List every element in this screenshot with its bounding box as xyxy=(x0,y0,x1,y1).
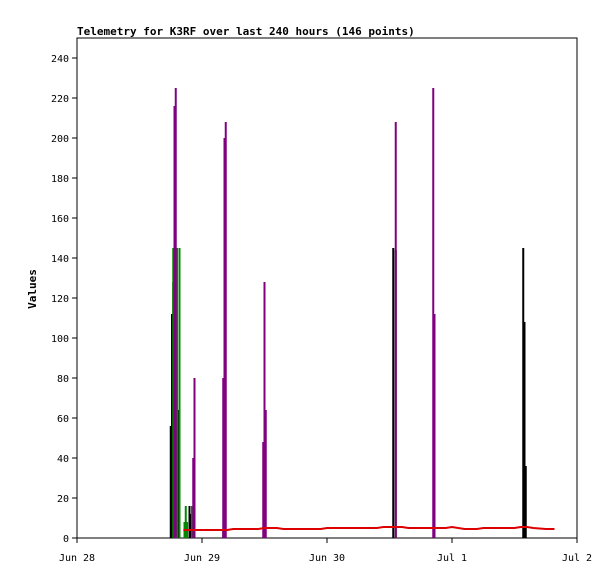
y-tick-label: 140 xyxy=(51,254,69,265)
y-tick-label: 200 xyxy=(51,134,69,145)
chart-title: Telemetry for K3RF over last 240 hours (… xyxy=(77,25,415,38)
x-tick-label: Jun 29 xyxy=(184,553,220,564)
y-tick-label: 60 xyxy=(57,414,69,425)
y-tick-label: 160 xyxy=(51,214,69,225)
y-tick-label: 100 xyxy=(51,334,69,345)
series-layer xyxy=(169,88,555,538)
y-axis-label: Values xyxy=(26,269,39,309)
x-tick-label: Jul 2 xyxy=(562,553,592,564)
x-tick-label: Jun 28 xyxy=(59,553,95,564)
plot-area xyxy=(76,37,578,539)
x-axis: Jun 28 Jun 29 Jun 30 Jul 1 Jul 2 xyxy=(59,538,592,564)
y-tick-label: 180 xyxy=(51,174,69,185)
x-tick-label: Jul 1 xyxy=(437,553,467,564)
y-tick-label: 40 xyxy=(57,454,69,465)
series-1 xyxy=(172,248,193,538)
y-tick-label: 0 xyxy=(63,534,69,545)
y-tick-label: 220 xyxy=(51,94,69,105)
y-tick-label: 240 xyxy=(51,54,69,65)
y-tick-label: 20 xyxy=(57,494,69,505)
series-3 xyxy=(183,525,555,531)
x-tick-label: Jun 30 xyxy=(309,553,345,564)
y-tick-label: 80 xyxy=(57,374,69,385)
data-line xyxy=(183,525,555,531)
series-2 xyxy=(173,88,436,538)
y-tick-label: 120 xyxy=(51,294,69,305)
y-axis: 0 20 40 60 80 100 120 140 160 180 200 220 240 xyxy=(51,54,77,545)
